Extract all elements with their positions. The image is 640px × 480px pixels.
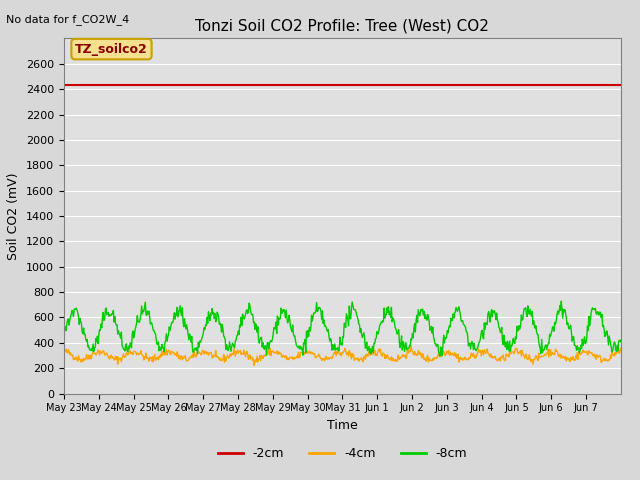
X-axis label: Time: Time <box>327 419 358 432</box>
-4cm <box>125 350 133 356</box>
-8cm <box>125 346 133 352</box>
-4cm <box>617 346 625 351</box>
Text: TZ_soilco2: TZ_soilco2 <box>75 43 148 56</box>
-8cm <box>400 339 408 345</box>
-4cm <box>228 351 236 357</box>
-4cm <box>277 351 285 357</box>
-2cm <box>125 83 133 88</box>
-8cm <box>436 353 444 359</box>
Text: No data for f_CO2W_4: No data for f_CO2W_4 <box>6 14 130 25</box>
-8cm <box>431 341 439 347</box>
-8cm <box>228 344 236 350</box>
-4cm <box>407 343 415 349</box>
-2cm <box>255 83 263 88</box>
-2cm <box>228 83 236 88</box>
-4cm <box>401 353 408 359</box>
-8cm <box>276 316 284 322</box>
-4cm <box>433 356 440 361</box>
-4cm <box>250 362 258 368</box>
-4cm <box>60 348 68 354</box>
-8cm <box>60 336 68 341</box>
Title: Tonzi Soil CO2 Profile: Tree (West) CO2: Tonzi Soil CO2 Profile: Tree (West) CO2 <box>195 18 490 33</box>
-2cm <box>276 83 284 88</box>
-2cm <box>617 83 625 88</box>
-2cm <box>400 83 408 88</box>
-8cm <box>255 340 263 346</box>
Legend: -2cm, -4cm, -8cm: -2cm, -4cm, -8cm <box>212 443 472 466</box>
-2cm <box>431 83 439 88</box>
Line: -4cm: -4cm <box>64 346 621 365</box>
-4cm <box>256 353 264 359</box>
-2cm <box>60 83 68 88</box>
Line: -8cm: -8cm <box>64 301 621 356</box>
-8cm <box>557 299 565 304</box>
Y-axis label: Soil CO2 (mV): Soil CO2 (mV) <box>8 172 20 260</box>
-8cm <box>617 339 625 345</box>
